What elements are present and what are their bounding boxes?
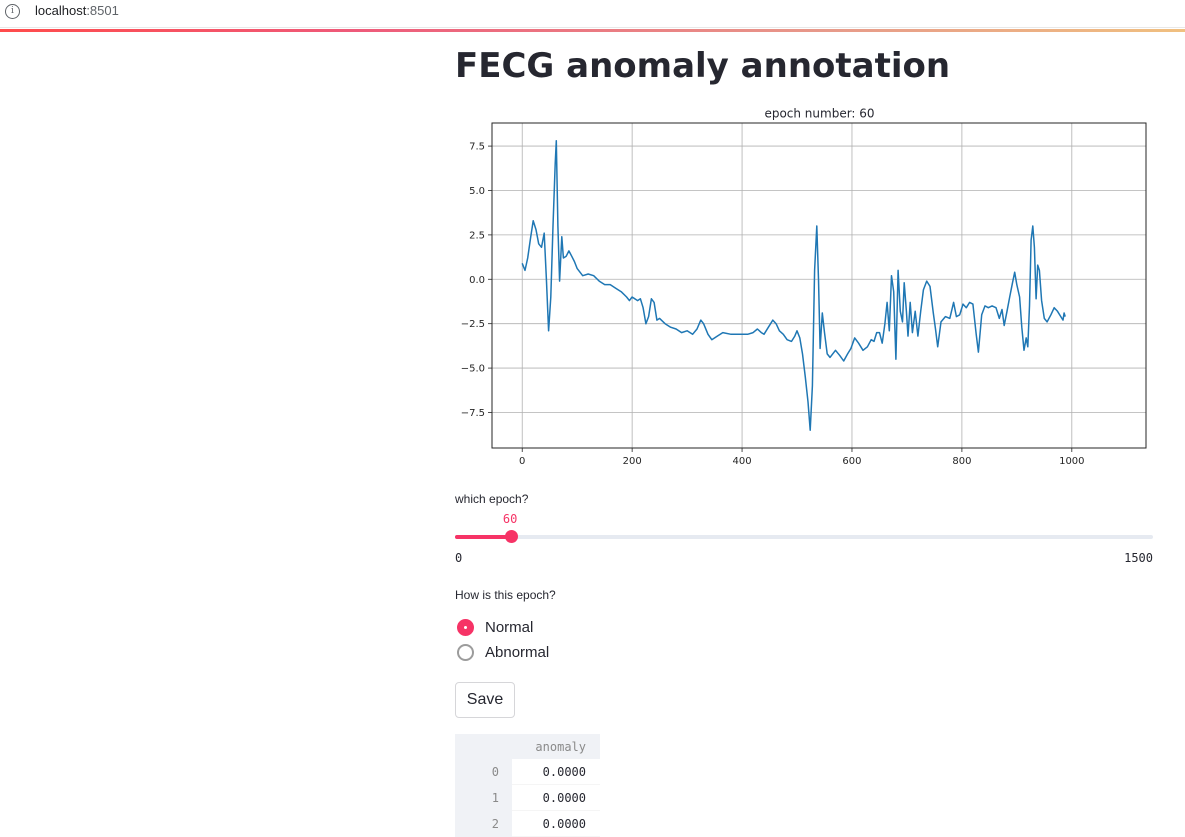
radio-button-checked[interactable]: [457, 618, 474, 636]
radio-label: How is this epoch?: [455, 588, 556, 602]
ecg-chart: epoch number: 60 0 200 400 600 800 1000 −7.5 −5…: [461, 107, 1147, 467]
slider-value: 60: [502, 512, 518, 526]
y-tick-label: −7.5: [461, 408, 485, 419]
y-tick-label: 7.5: [469, 142, 485, 153]
y-tick-label: 2.5: [469, 230, 485, 241]
y-tick-label: 0.0: [469, 275, 485, 286]
chart-ticks: 0 200 400 600 800 1000 −7.5 −5.0 −2.5 0.0 2.5 5.0 7.…: [461, 142, 1085, 467]
slider-min-label: 0: [455, 551, 463, 565]
table-row: 2 0.0000: [455, 810, 600, 837]
table-row: 1 0.0000: [455, 784, 600, 811]
chart-grid: [492, 123, 1146, 448]
x-tick-label: 200: [623, 456, 642, 467]
x-tick-label: 800: [952, 456, 971, 467]
column-header: anomaly: [512, 734, 600, 759]
table-header-row: anomaly: [455, 734, 600, 759]
slider-fill: [455, 535, 511, 539]
x-tick-label: 400: [733, 456, 752, 467]
radio-option-label: Normal: [485, 618, 534, 636]
radio-button-unchecked[interactable]: [457, 643, 474, 661]
page-title: FECG anomaly annotation: [455, 46, 951, 86]
radio-option-abnormal[interactable]: Abnormal: [455, 641, 549, 663]
save-button[interactable]: Save: [455, 682, 515, 718]
table-row: 0 0.0000: [455, 759, 600, 785]
radio-option-normal[interactable]: Normal: [455, 616, 533, 638]
cell-anomaly: 0.0000: [512, 759, 600, 785]
slider-thumb[interactable]: [504, 530, 518, 543]
row-index: 1: [455, 784, 512, 811]
url-text[interactable]: localhost:8501: [35, 3, 119, 18]
radio-option-label: Abnormal: [485, 643, 550, 661]
cell-anomaly: 0.0000: [512, 784, 600, 811]
x-tick-label: 600: [842, 456, 861, 467]
chart-title: epoch number: 60: [764, 107, 874, 121]
y-tick-label: −5.0: [461, 364, 485, 375]
slider-track[interactable]: [455, 535, 1153, 539]
row-index: 2: [455, 810, 512, 837]
chart-frame: [491, 122, 1147, 449]
info-icon[interactable]: i: [5, 4, 20, 19]
x-tick-label: 1000: [1059, 456, 1084, 467]
slider-max-label: 1500: [1124, 551, 1153, 565]
row-index: 0: [455, 759, 512, 785]
decoration-bar: [0, 29, 1185, 32]
slider-label: which epoch?: [455, 492, 529, 506]
index-header: [455, 734, 512, 759]
browser-address-bar: i localhost:8501: [0, 0, 1185, 28]
y-tick-label: −2.5: [461, 319, 485, 330]
dataframe-table: anomaly 0 0.0000 1 0.0000 2 0.0000: [455, 734, 600, 837]
y-tick-label: 5.0: [469, 186, 485, 197]
url-host: localhost: [35, 3, 87, 18]
chart-series-line: [521, 140, 1066, 431]
url-port: :8501: [86, 3, 119, 18]
x-tick-label: 0: [519, 456, 525, 467]
cell-anomaly: 0.0000: [512, 810, 600, 837]
